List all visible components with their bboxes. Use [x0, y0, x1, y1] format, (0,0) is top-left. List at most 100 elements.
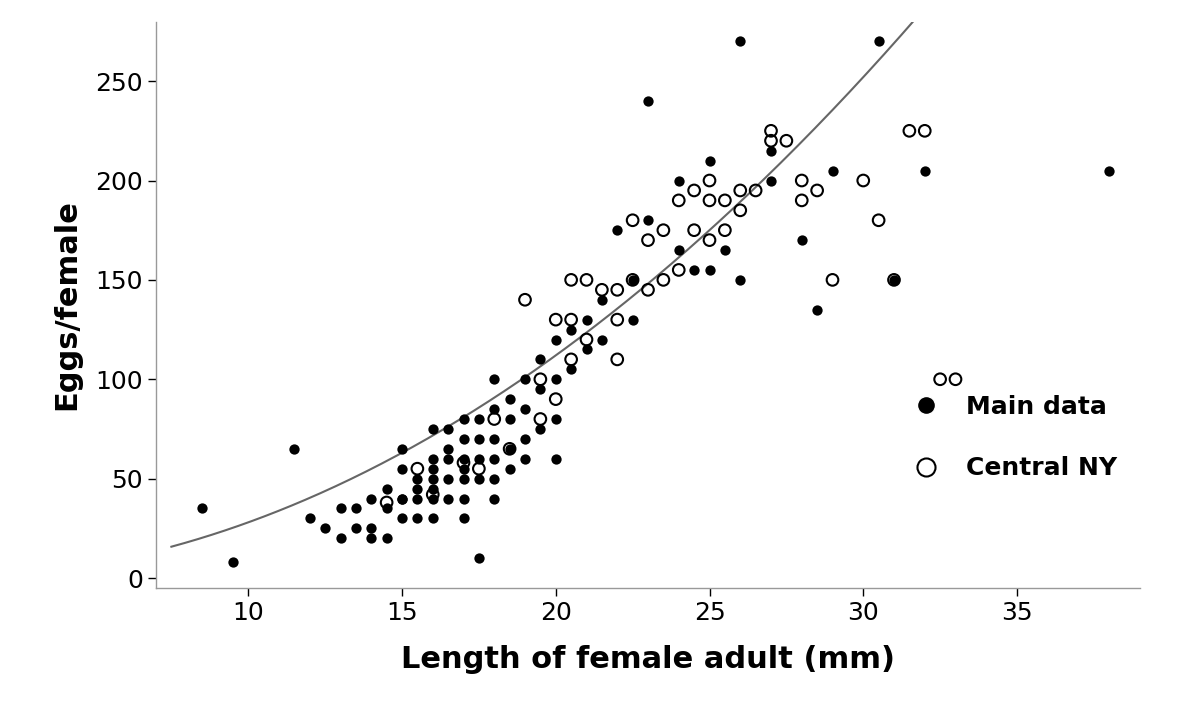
Point	[638, 284, 658, 295]
Point	[438, 473, 457, 485]
Point	[500, 443, 520, 455]
Legend: Main data, Central NY: Main data, Central NY	[892, 385, 1128, 490]
Point	[700, 264, 719, 275]
Point	[530, 353, 550, 365]
Point	[530, 413, 550, 424]
Point	[485, 453, 504, 465]
Point	[408, 513, 427, 524]
Point	[361, 523, 380, 534]
Point	[593, 294, 612, 305]
Point	[546, 334, 565, 346]
Point	[500, 463, 520, 475]
Point	[392, 493, 412, 504]
Point	[408, 483, 427, 494]
Point	[530, 423, 550, 435]
Point	[607, 314, 626, 326]
Point	[424, 489, 443, 500]
Point	[438, 423, 457, 435]
Point	[684, 264, 703, 275]
Point	[469, 463, 488, 475]
Point	[485, 493, 504, 504]
Point	[562, 324, 581, 336]
Point	[392, 443, 412, 455]
Point	[930, 374, 949, 385]
Point	[808, 185, 827, 196]
Point	[577, 343, 596, 355]
Point	[438, 453, 457, 465]
Point	[593, 334, 612, 346]
Point	[438, 493, 457, 504]
Point	[454, 457, 473, 468]
Point	[500, 443, 520, 455]
Point	[593, 284, 612, 295]
Point	[577, 274, 596, 285]
Point	[623, 314, 642, 326]
Point	[607, 353, 626, 365]
Point	[562, 353, 581, 365]
Point	[546, 314, 565, 326]
Point	[731, 185, 750, 196]
Point	[546, 453, 565, 465]
Point	[454, 473, 473, 485]
Point	[408, 473, 427, 485]
Point	[746, 185, 766, 196]
X-axis label: Length of female adult (mm): Length of female adult (mm)	[401, 645, 895, 673]
Point	[607, 224, 626, 236]
Point	[884, 274, 904, 285]
Point	[192, 503, 211, 514]
Point	[823, 274, 842, 285]
Point	[623, 274, 642, 285]
Point	[577, 314, 596, 326]
Y-axis label: Eggs/female: Eggs/female	[52, 199, 82, 410]
Point	[762, 145, 781, 156]
Point	[361, 533, 380, 544]
Point	[1099, 165, 1118, 176]
Point	[424, 493, 443, 504]
Point	[607, 284, 626, 295]
Point	[377, 533, 396, 544]
Point	[638, 214, 658, 226]
Point	[916, 125, 935, 136]
Point	[869, 36, 888, 47]
Point	[916, 165, 935, 176]
Point	[546, 374, 565, 385]
Point	[700, 194, 719, 206]
Point	[670, 244, 689, 256]
Point	[300, 513, 319, 524]
Point	[731, 204, 750, 216]
Point	[469, 453, 488, 465]
Point	[438, 443, 457, 455]
Point	[408, 493, 427, 504]
Point	[424, 473, 443, 485]
Point	[654, 224, 673, 236]
Point	[331, 533, 350, 544]
Point	[392, 463, 412, 475]
Point	[715, 244, 734, 256]
Point	[408, 463, 427, 475]
Point	[347, 523, 366, 534]
Point	[424, 483, 443, 494]
Point	[485, 404, 504, 415]
Point	[792, 194, 811, 206]
Point	[500, 413, 520, 424]
Point	[700, 155, 719, 166]
Point	[377, 483, 396, 494]
Point	[530, 384, 550, 395]
Point	[577, 334, 596, 346]
Point	[853, 175, 872, 186]
Point	[546, 413, 565, 424]
Point	[715, 194, 734, 206]
Point	[684, 224, 703, 236]
Point	[638, 95, 658, 107]
Point	[792, 234, 811, 246]
Point	[762, 125, 781, 136]
Point	[623, 214, 642, 226]
Point	[454, 433, 473, 445]
Point	[377, 497, 396, 508]
Point	[700, 234, 719, 246]
Point	[670, 264, 689, 275]
Point	[223, 556, 242, 568]
Point	[684, 185, 703, 196]
Point	[762, 175, 781, 186]
Point	[347, 503, 366, 514]
